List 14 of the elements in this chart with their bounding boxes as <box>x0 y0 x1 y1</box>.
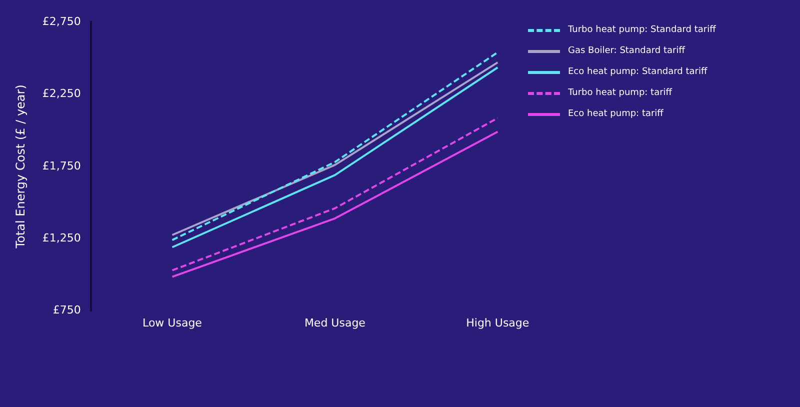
y-tick-label: £2,750 <box>42 14 81 28</box>
legend-label: Gas Boiler: Standard tariff <box>568 45 686 57</box>
y-tick-label: £2,250 <box>42 87 81 100</box>
y-tick-label: £1,250 <box>42 231 81 244</box>
y-axis-title: Total Energy Cost (£ / year) <box>13 84 28 250</box>
y-tick-label: £750 <box>52 304 81 317</box>
y-tick-label: £1,750 <box>42 159 81 172</box>
legend-label: Eco heat pump: Standard tariff <box>568 66 708 78</box>
x-tick-label: Low Usage <box>142 316 202 330</box>
legend-label: Eco heat pump: tariff <box>568 108 664 120</box>
legend-label: Turbo heat pump: Standard tariff <box>568 24 717 36</box>
x-tick-label: High Usage <box>466 316 530 330</box>
x-tick-label: Med Usage <box>304 316 366 330</box>
legend-label: Turbo heat pump: tariff <box>568 87 674 99</box>
